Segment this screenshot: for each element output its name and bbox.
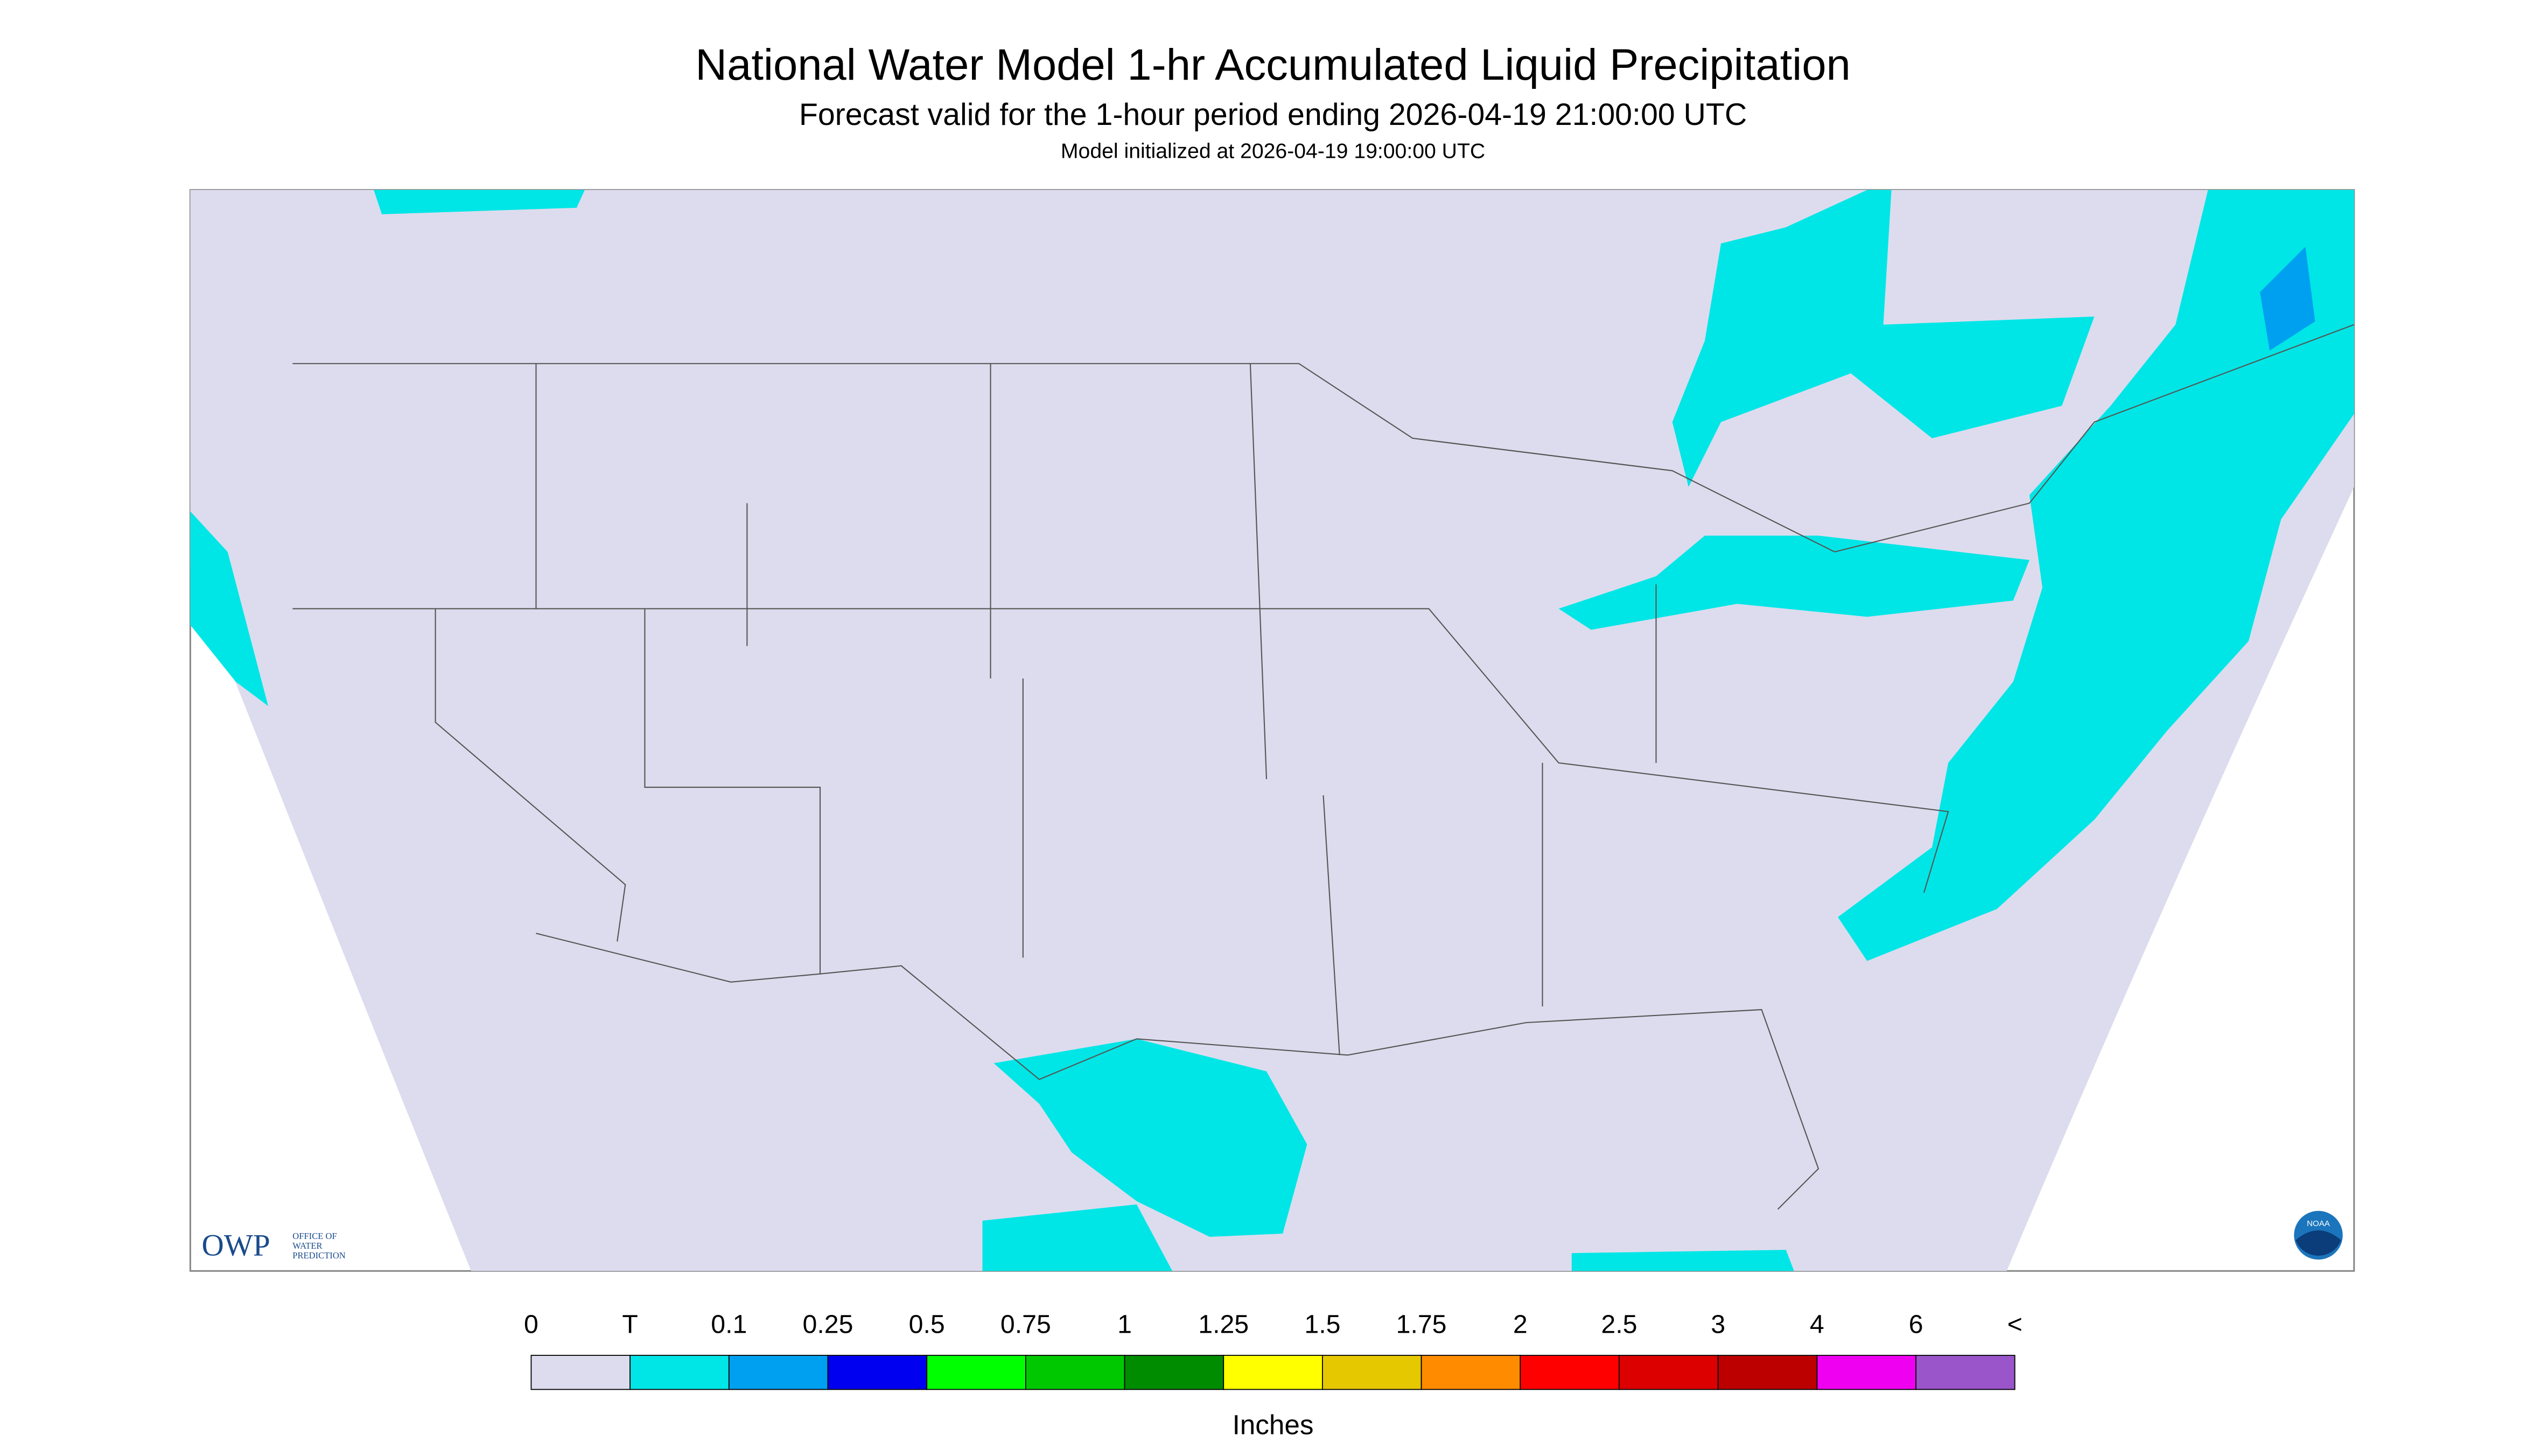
borders [292, 324, 2355, 1210]
legend-label: T [622, 1310, 638, 1339]
legend-label: 1.5 [1304, 1310, 1340, 1339]
legend-swatch [629, 1355, 730, 1390]
legend-swatch [1915, 1355, 2016, 1390]
legend-label: 0.75 [1000, 1310, 1051, 1339]
rain-area [1558, 535, 2030, 630]
legend-swatch [1816, 1355, 1916, 1390]
owp-name: OFFICE OF [292, 1231, 337, 1241]
rain-area [982, 1204, 1173, 1271]
legend-label: 0 [524, 1310, 538, 1339]
legend-swatch [827, 1355, 928, 1390]
noaa-logo-wave [2296, 1230, 2341, 1256]
legend-swatch [1321, 1355, 1422, 1390]
legend-label: 2 [1513, 1310, 1528, 1339]
rain-core [2259, 247, 2315, 351]
legend-swatch [926, 1355, 1026, 1390]
legend-swatch [1619, 1355, 1719, 1390]
rain-area [1838, 190, 2354, 961]
legend-swatch [1717, 1355, 1818, 1390]
legend-swatch [728, 1355, 829, 1390]
owp-logo: OWP [201, 1228, 270, 1262]
map: OWP OFFICE OF WATER PREDICTION NOAA [189, 189, 2355, 1272]
legend-label: 0.25 [803, 1310, 853, 1339]
legend-swatch [1421, 1355, 1521, 1390]
legend-units: Inches [1233, 1409, 1314, 1440]
owp-name: WATER [292, 1241, 323, 1251]
noaa-text: NOAA [2307, 1219, 2331, 1228]
subtitle: Forecast valid for the 1-hour period end… [799, 97, 1747, 132]
title: National Water Model 1-hr Accumulated Li… [695, 40, 1850, 89]
legend-label: 3 [1711, 1310, 1725, 1339]
legend-swatch [1520, 1355, 1620, 1390]
legend-swatch [530, 1355, 631, 1390]
rain-area [993, 1039, 1307, 1237]
legend: 0 T 0.1 0.25 0.5 0.75 1 1.25 1.5 1.75 2 2.5 3 4 6 < [524, 1310, 2023, 1390]
legend-label: 2.5 [1601, 1310, 1637, 1339]
domain [190, 190, 2354, 1271]
legend-label: 0.1 [711, 1310, 747, 1339]
owp-name: PREDICTION [292, 1250, 345, 1261]
legend-label: < [2007, 1310, 2023, 1339]
precipitation [190, 190, 2354, 1271]
rain-area [374, 190, 585, 214]
legend-label: 0.5 [909, 1310, 945, 1339]
legend-swatch [1025, 1355, 1125, 1390]
init-time: Model initialized at 2026-04-19 19:00:00… [1061, 140, 1485, 163]
legend-label: 1.75 [1396, 1310, 1447, 1339]
rain-area [190, 511, 269, 706]
legend-swatch [1223, 1355, 1323, 1390]
rain-area [1672, 190, 2095, 487]
rain-area [1571, 1250, 1794, 1271]
legend-swatch [1124, 1355, 1224, 1390]
legend-label: 1.25 [1198, 1310, 1249, 1339]
legend-label: 4 [1810, 1310, 1824, 1339]
legend-label: 1 [1117, 1310, 1132, 1339]
legend-label: 6 [1909, 1310, 1923, 1339]
